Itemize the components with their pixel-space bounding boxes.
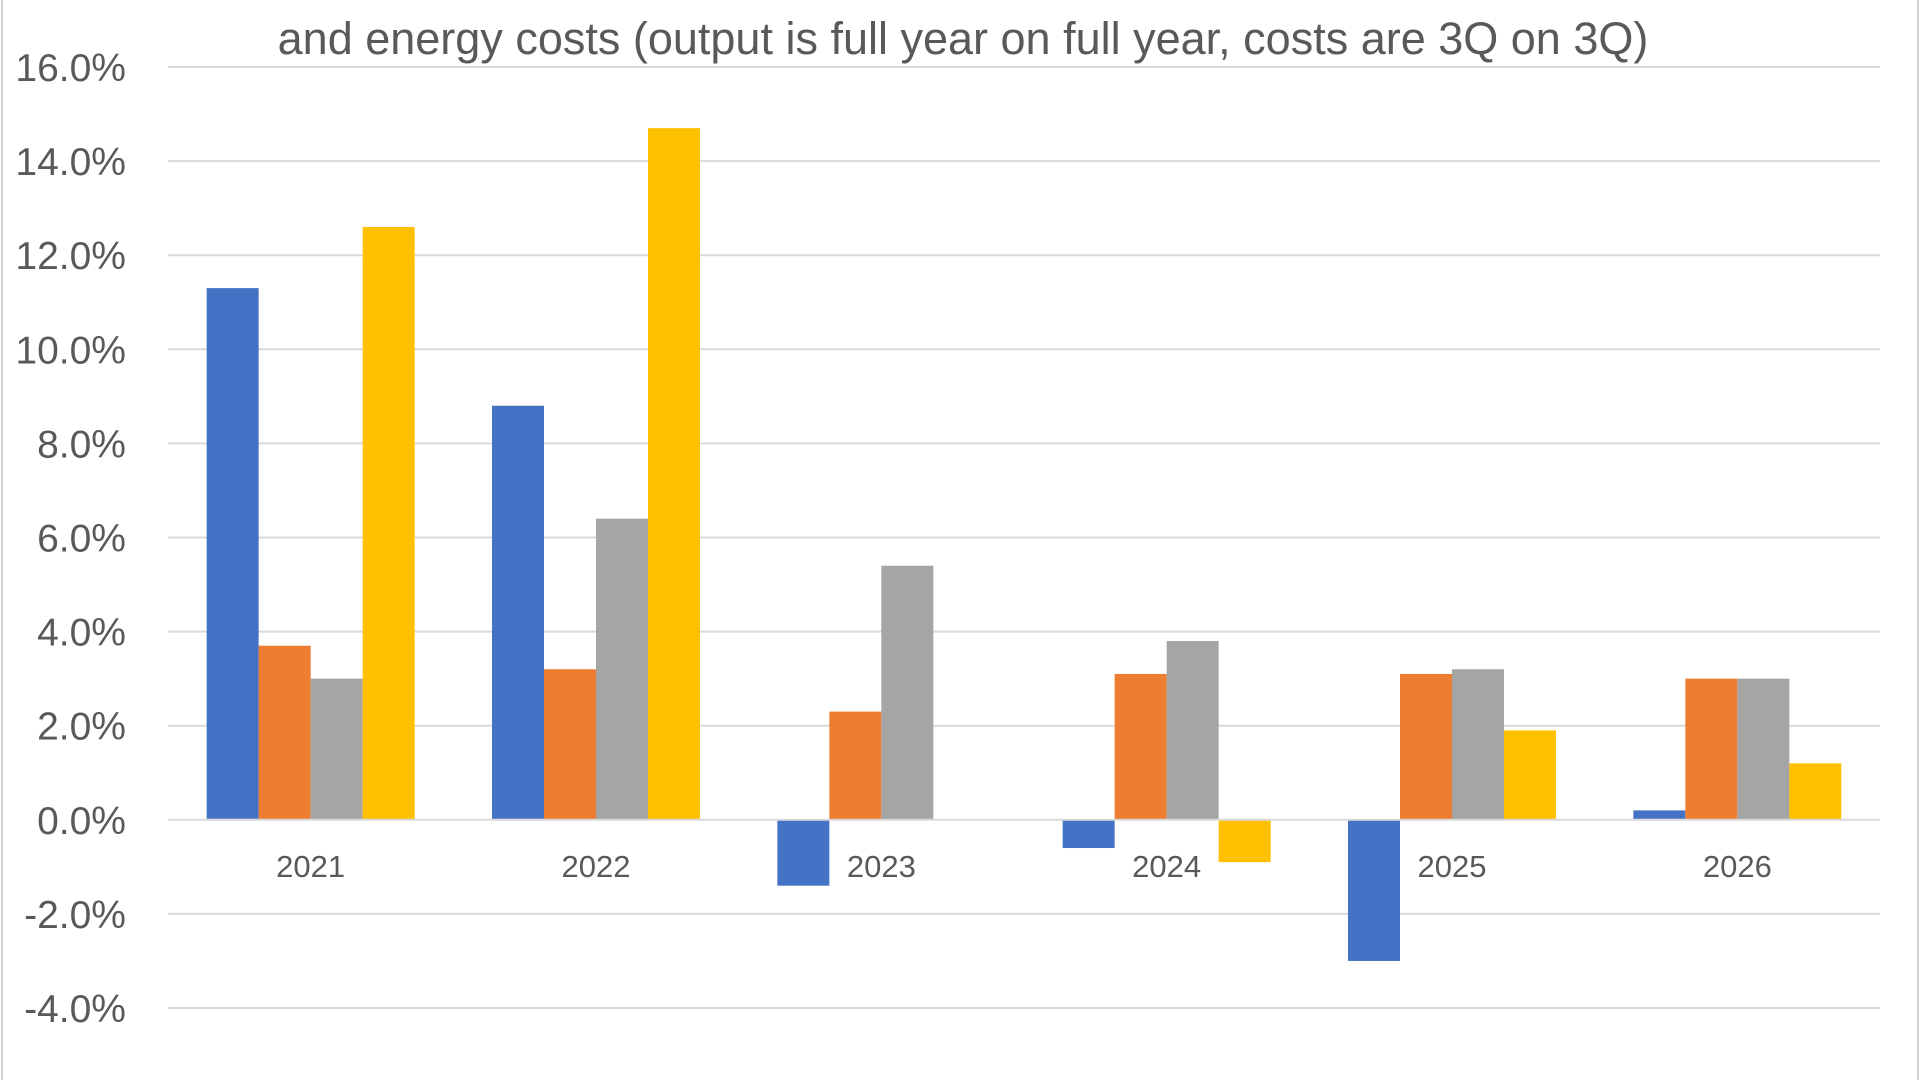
bar-2025-series-3 (1452, 669, 1504, 820)
y-tick-label: 4.0% (37, 612, 126, 655)
bar-2025-series-4 (1504, 730, 1556, 820)
y-tick-label: 10.0% (15, 329, 126, 372)
bar-2024-series-2 (1114, 673, 1167, 820)
y-axis-tick-labels: 16.0% 14.0% 12.0% 10.0% 8.0% 6.0% 4.0% 2.0% 0.0%… (15, 47, 126, 1031)
x-tick-label-2026: 2026 (1703, 849, 1772, 884)
bar-2022-series-3 (596, 518, 648, 820)
y-tick-label: 6.0% (37, 518, 126, 561)
x-tick-label-2024: 2024 (1132, 849, 1201, 884)
x-tick-label-2023: 2023 (847, 849, 916, 884)
y-tick-label: 12.0% (15, 235, 126, 278)
bar-2022-series-1 (492, 405, 544, 820)
bar-2022-series-4 (648, 128, 700, 820)
bar-2026-series-1 (1633, 810, 1686, 820)
chart-title-line: and energy costs (output is full year on… (278, 13, 1649, 64)
y-tick-label: -4.0% (24, 988, 126, 1031)
y-tick-label: 16.0% (15, 47, 126, 90)
chart-title: and energy costs (output is full year on… (278, 13, 1649, 64)
y-tick-label: -2.0% (24, 894, 126, 937)
bar-2025-series-2 (1400, 673, 1452, 820)
bar-2021-series-2 (258, 645, 311, 820)
bar-2026-series-4 (1789, 763, 1842, 820)
x-tick-label-2021: 2021 (276, 849, 345, 884)
bar-2021-series-4 (362, 226, 415, 820)
y-tick-label: 14.0% (15, 141, 126, 184)
bar-2024-series-3 (1166, 641, 1219, 820)
gridlines (168, 66, 1880, 1009)
bar-2023-series-1 (777, 819, 830, 886)
x-tick-label-2022: 2022 (562, 849, 631, 884)
bar-2024-series-4 (1218, 819, 1271, 863)
bar-2021-series-3 (310, 678, 363, 820)
bar-2023-series-3 (881, 565, 934, 820)
bar-2022-series-2 (544, 669, 596, 820)
y-tick-label: 2.0% (37, 706, 126, 749)
y-tick-label: 8.0% (37, 423, 126, 466)
bar-2023-series-2 (829, 711, 882, 820)
bar-2026-series-3 (1737, 678, 1790, 820)
x-axis-tick-labels: 2021 2022 2023 2024 2025 2026 (276, 849, 1772, 884)
bars (206, 128, 1842, 961)
bar-2026-series-2 (1685, 678, 1738, 820)
bar-2021-series-1 (206, 288, 259, 820)
bar-2025-series-1 (1348, 819, 1400, 961)
y-tick-label: 0.0% (37, 800, 126, 843)
bar-2024-series-1 (1062, 819, 1115, 849)
x-tick-label-2025: 2025 (1418, 849, 1487, 884)
